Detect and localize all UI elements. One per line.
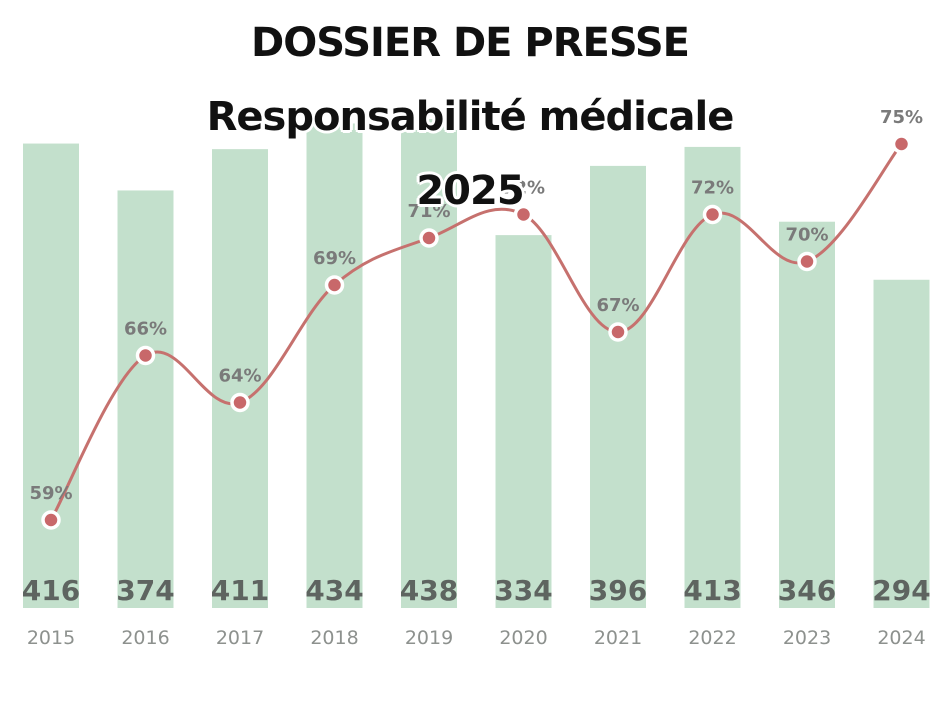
percentage-label-2016: 66% bbox=[124, 319, 167, 340]
percentage-point-2015 bbox=[41, 510, 61, 530]
percentage-labels-layer: 59% 66% 64% 69% 71% 72% 67% 72% 70% 75% bbox=[29, 107, 923, 504]
percentage-label-2019: 71% bbox=[407, 201, 450, 222]
percentage-label-2024: 75% bbox=[880, 107, 923, 128]
percentage-point-2016 bbox=[135, 345, 156, 366]
year-label-2019: 2019 bbox=[405, 627, 453, 649]
percentage-point-2022 bbox=[702, 204, 723, 225]
percentage-points-layer bbox=[41, 134, 912, 530]
bar-value-labels: 416 374 411 434 438 334 396 413 346 294 bbox=[22, 574, 931, 607]
bar-value-label-2021: 396 bbox=[589, 574, 647, 607]
percentage-point-2021 bbox=[608, 322, 628, 342]
title-line-3: 2025 bbox=[416, 168, 524, 214]
year-label-2024: 2024 bbox=[877, 627, 925, 649]
year-label-2018: 2018 bbox=[310, 627, 358, 649]
year-label-2015: 2015 bbox=[27, 627, 75, 649]
bar-value-label-2024: 294 bbox=[872, 574, 930, 607]
bar-value-label-2023: 346 bbox=[778, 574, 836, 607]
percentage-label-2018: 69% bbox=[313, 248, 356, 269]
bar-value-label-2015: 416 bbox=[22, 574, 80, 607]
bar-value-label-2018: 434 bbox=[305, 574, 363, 607]
bar-value-label-2019: 438 bbox=[400, 574, 458, 607]
percentage-label-2017: 64% bbox=[218, 366, 261, 387]
percentage-point-2018 bbox=[324, 275, 345, 295]
percentage-point-2017 bbox=[230, 392, 250, 413]
year-label-2020: 2020 bbox=[499, 627, 547, 649]
bar-2020 bbox=[495, 235, 552, 608]
percentage-point-2024 bbox=[891, 134, 912, 154]
percentage-label-2023: 70% bbox=[785, 225, 828, 246]
percentage-point-2019 bbox=[419, 228, 439, 248]
bar-value-label-2016: 374 bbox=[116, 574, 174, 607]
year-label-2021: 2021 bbox=[594, 627, 642, 649]
bar-2023 bbox=[779, 221, 835, 608]
percentage-point-2023 bbox=[797, 251, 817, 272]
percentage-label-2015: 59% bbox=[29, 483, 72, 504]
bar-2015 bbox=[23, 143, 79, 608]
percentage-label-2022: 72% bbox=[691, 178, 734, 199]
bar-2024 bbox=[873, 279, 930, 608]
bar-value-label-2022: 413 bbox=[683, 574, 741, 607]
year-label-2017: 2017 bbox=[216, 627, 264, 649]
percentage-line-layer bbox=[49, 143, 903, 521]
bar-2016 bbox=[117, 190, 174, 608]
bar-value-label-2017: 411 bbox=[211, 574, 269, 607]
bar-value-label-2020: 334 bbox=[494, 574, 552, 607]
percentage-point-2020 bbox=[513, 204, 534, 225]
year-label-2023: 2023 bbox=[783, 627, 831, 649]
title-line-1: DOSSIER DE PRESSE bbox=[251, 20, 690, 66]
bar-2017 bbox=[212, 149, 268, 608]
year-label-2016: 2016 bbox=[121, 627, 169, 649]
x-axis-tick-labels: 2015 2016 2017 2018 2019 2020 2021 2022 2023 2024 bbox=[27, 627, 926, 649]
chart-title: DOSSIER DE PRESSE Responsabilité médical… bbox=[0, 6, 940, 228]
percentage-label-2020: 72% bbox=[502, 178, 545, 199]
bar-2019 bbox=[401, 119, 457, 608]
percentage-label-2021: 67% bbox=[596, 295, 639, 316]
bars-layer bbox=[23, 119, 930, 609]
year-label-2022: 2022 bbox=[688, 627, 736, 649]
bar-2018 bbox=[306, 123, 363, 608]
title-line-2: Responsabilité médicale bbox=[206, 94, 735, 140]
percentage-line bbox=[49, 143, 903, 521]
bar-2021 bbox=[590, 165, 646, 608]
